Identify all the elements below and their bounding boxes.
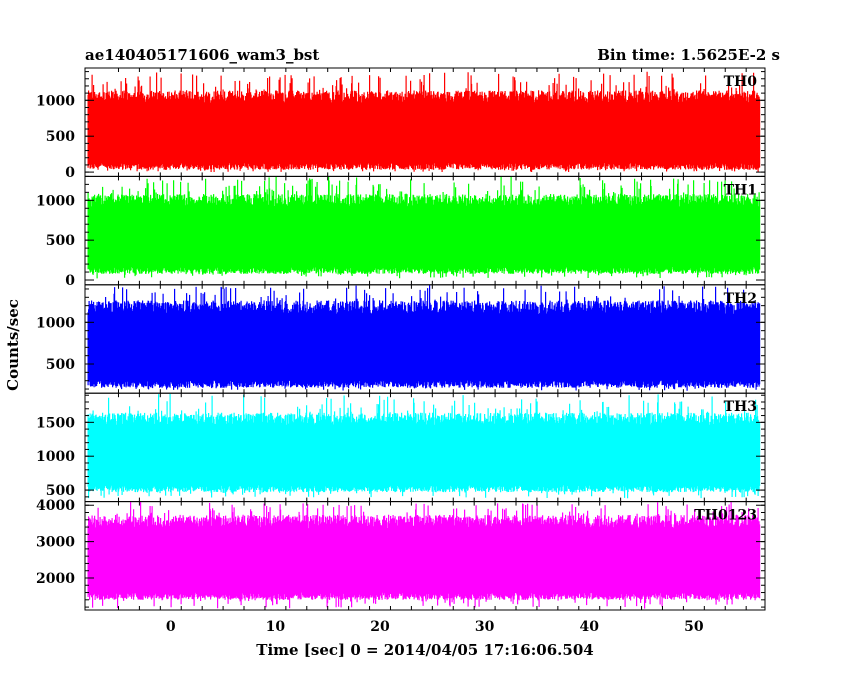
panel-label: TH0123 [694, 508, 757, 524]
y-tick-label: 500 [46, 483, 75, 499]
y-tick-label: 1000 [36, 93, 75, 109]
panels-group: 0 500 1000 TH0 0 500 1000 TH1 500 1000 TH2 500 1000 1… [36, 67, 766, 611]
y-tick-label: 2000 [36, 571, 75, 587]
panel-th1: 0 500 1000 TH1 [36, 175, 766, 289]
x-axis-label: Time [sec] 0 = 2014/04/05 17:16:06.504 [256, 641, 593, 659]
panel-label: TH0 [724, 74, 758, 90]
y-tick-label: 1000 [36, 449, 75, 465]
y-tick-label: 0 [65, 165, 75, 181]
series-th0 [87, 71, 761, 172]
y-tick-label: 500 [46, 129, 75, 145]
y-tick-label: 4000 [36, 498, 75, 514]
y-tick-label: 1000 [36, 193, 75, 209]
panel-label: TH3 [724, 399, 757, 415]
panel-th2: 500 1000 TH2 [36, 284, 766, 394]
x-tick-label: 40 [580, 619, 600, 635]
series-th2 [87, 285, 761, 391]
x-tick-label: 50 [684, 619, 704, 635]
x-tick-label: 20 [370, 619, 390, 635]
panel-th0123: 2000 3000 4000 TH0123 [36, 498, 766, 611]
panel-label: TH1 [724, 182, 757, 198]
x-tick-label: 10 [266, 619, 286, 635]
panel-th3: 500 1000 1500 TH3 [36, 392, 766, 503]
y-tick-label: 3000 [36, 535, 75, 551]
series-th1 [87, 176, 761, 279]
x-tick-label: 30 [475, 619, 495, 635]
series-th3 [87, 393, 761, 499]
y-tick-label: 500 [46, 357, 75, 373]
y-axis-label: Counts/sec [4, 299, 22, 391]
y-tick-label: 1000 [36, 315, 75, 331]
x-axis: 0 10 20 30 40 50 [166, 619, 704, 635]
bin-time-label: Bin time: 1.5625E-2 s [597, 46, 780, 64]
y-tick-label: 1500 [36, 415, 75, 431]
series-th0123 [87, 501, 761, 609]
y-tick-label: 0 [65, 273, 75, 289]
chart-title: ae140405171606_wam3_bst [85, 46, 319, 64]
panel-th0: 0 500 1000 TH0 [36, 67, 766, 181]
x-tick-label: 0 [166, 619, 176, 635]
y-tick-label: 500 [46, 233, 75, 249]
panel-label: TH2 [724, 291, 757, 307]
